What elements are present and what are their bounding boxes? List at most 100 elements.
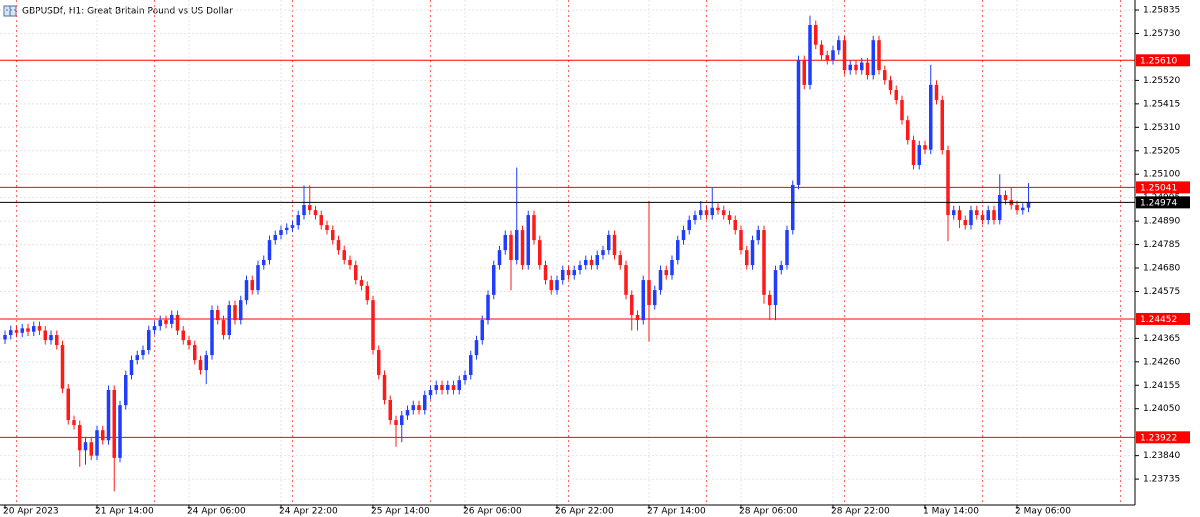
- candle-body: [72, 420, 76, 426]
- candle: [9, 325, 13, 340]
- candle: [469, 350, 473, 380]
- candle-body: [509, 234, 513, 260]
- candle: [842, 35, 847, 75]
- candle-body: [584, 259, 588, 266]
- candle: [32, 321, 36, 337]
- candle-body: [49, 335, 53, 341]
- candle-body: [532, 215, 536, 241]
- current-price-label: 1.24974: [1140, 198, 1177, 208]
- candle: [371, 295, 375, 355]
- candle: [66, 384, 70, 425]
- candle: [198, 355, 203, 375]
- candle: [658, 265, 663, 295]
- candle: [635, 310, 640, 331]
- candle: [549, 275, 553, 295]
- candle: [584, 255, 588, 270]
- candle-body: [900, 100, 904, 121]
- candle-body: [210, 310, 214, 356]
- candle-body: [66, 388, 70, 421]
- x-tick-label: 24 Apr 22:00: [279, 507, 338, 517]
- candle: [423, 390, 427, 415]
- y-tick-label: 1.23735: [1143, 475, 1180, 485]
- candle-body: [555, 280, 559, 291]
- candle: [457, 375, 461, 395]
- candle-body: [641, 280, 645, 321]
- level-label-box: [1136, 312, 1190, 325]
- candle-body: [1026, 202, 1031, 208]
- candle-body: [825, 55, 829, 61]
- candle: [95, 425, 99, 461]
- candle-body: [980, 215, 985, 221]
- candle-body: [515, 230, 519, 260]
- candle-body: [722, 210, 726, 216]
- candle-body: [520, 230, 525, 266]
- candle: [796, 55, 801, 190]
- candle: [630, 290, 634, 331]
- candle-body: [405, 410, 410, 416]
- candle-body: [871, 40, 875, 76]
- candle-body: [89, 442, 93, 456]
- candle-body: [474, 340, 479, 356]
- candle: [509, 230, 513, 291]
- candle-body: [699, 210, 703, 216]
- candle: [26, 323, 30, 337]
- candle: [193, 340, 197, 365]
- candle: [860, 58, 864, 75]
- candle: [641, 275, 645, 325]
- candle: [262, 255, 266, 270]
- level-label: 1.23922: [1140, 433, 1177, 443]
- candle: [722, 205, 726, 220]
- candle: [975, 205, 979, 220]
- candle: [779, 260, 783, 275]
- candle-body: [141, 349, 145, 356]
- candle: [55, 330, 59, 350]
- candle-body: [285, 227, 289, 231]
- candle: [342, 245, 346, 265]
- candle: [848, 60, 852, 75]
- candle-body: [578, 265, 582, 271]
- candle-body: [112, 389, 116, 458]
- candle-body: [290, 225, 295, 228]
- candle-body: [883, 70, 887, 81]
- candle-body: [377, 349, 381, 376]
- candle: [756, 225, 760, 245]
- candle: [216, 305, 220, 325]
- candle: [768, 290, 772, 321]
- candle-body: [630, 294, 634, 315]
- candle-body: [750, 240, 755, 266]
- candle-body: [693, 215, 697, 221]
- candle-body: [43, 330, 47, 341]
- candle: [647, 201, 651, 342]
- candle-body: [658, 270, 663, 291]
- candle-body: [446, 385, 450, 390]
- candle: [440, 380, 444, 395]
- candle-body: [469, 355, 473, 376]
- candle-body: [854, 64, 858, 71]
- candle: [313, 205, 318, 220]
- candle: [325, 220, 329, 235]
- candle: [267, 235, 272, 265]
- candle: [365, 281, 369, 305]
- candle: [791, 180, 795, 235]
- candle: [538, 235, 542, 270]
- candle: [727, 210, 732, 225]
- candle-body: [198, 360, 203, 371]
- candle-body: [9, 330, 13, 336]
- candle: [256, 260, 260, 295]
- candle-body: [704, 210, 709, 216]
- x-tick-label: 21 Apr 14:00: [95, 507, 154, 517]
- candle-body: [929, 84, 933, 150]
- candle: [986, 205, 990, 225]
- candle: [825, 50, 829, 65]
- candle: [446, 380, 450, 395]
- candle-body: [561, 270, 565, 281]
- candle: [572, 265, 576, 280]
- candle-body: [624, 265, 628, 295]
- candle-body: [262, 259, 266, 266]
- candle-body: [451, 385, 456, 390]
- candle-body: [118, 405, 122, 458]
- candle-body: [354, 265, 358, 281]
- candle-body: [486, 294, 490, 321]
- candle-body: [727, 215, 732, 221]
- candle-body: [762, 230, 766, 295]
